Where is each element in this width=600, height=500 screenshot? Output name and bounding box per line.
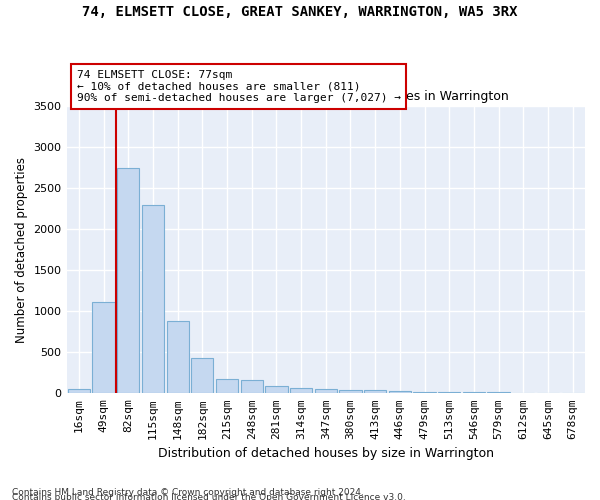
Bar	[314, 389, 337, 394]
Bar	[413, 392, 436, 394]
Text: 74 ELMSETT CLOSE: 77sqm
← 10% of detached houses are smaller (811)
90% of semi-d: 74 ELMSETT CLOSE: 77sqm ← 10% of detache…	[77, 70, 401, 103]
Bar	[389, 391, 411, 394]
Bar	[191, 358, 214, 394]
Bar	[265, 386, 287, 394]
Bar	[438, 392, 460, 394]
Text: Contains public sector information licensed under the Open Government Licence v3: Contains public sector information licen…	[12, 492, 406, 500]
Text: 74, ELMSETT CLOSE, GREAT SANKEY, WARRINGTON, WA5 3RX: 74, ELMSETT CLOSE, GREAT SANKEY, WARRING…	[82, 5, 518, 19]
Bar	[512, 392, 535, 394]
Bar	[117, 168, 139, 394]
Bar	[463, 392, 485, 394]
Bar	[216, 379, 238, 394]
Bar	[340, 390, 362, 394]
Bar	[290, 388, 312, 394]
Bar	[364, 390, 386, 394]
Bar	[68, 389, 90, 394]
Bar	[142, 204, 164, 394]
X-axis label: Distribution of detached houses by size in Warrington: Distribution of detached houses by size …	[158, 447, 494, 460]
Text: Contains HM Land Registry data © Crown copyright and database right 2024.: Contains HM Land Registry data © Crown c…	[12, 488, 364, 497]
Y-axis label: Number of detached properties: Number of detached properties	[15, 156, 28, 342]
Title: Size of property relative to detached houses in Warrington: Size of property relative to detached ho…	[142, 90, 509, 104]
Bar	[167, 321, 189, 394]
Bar	[92, 302, 115, 394]
Bar	[241, 380, 263, 394]
Bar	[487, 392, 510, 394]
